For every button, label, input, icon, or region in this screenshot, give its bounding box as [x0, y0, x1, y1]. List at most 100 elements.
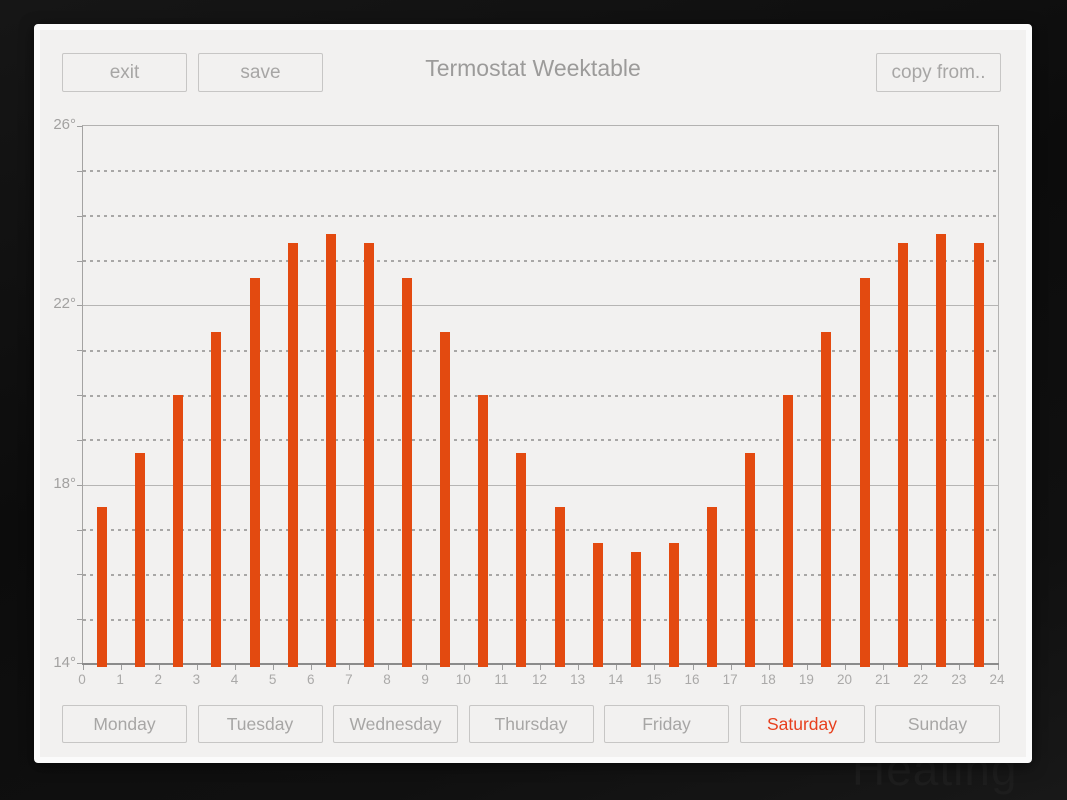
temperature-bar-hour-5[interactable]	[287, 242, 298, 667]
day-button-tuesday[interactable]: Tuesday	[197, 705, 323, 743]
temperature-bar-hour-11[interactable]	[516, 453, 527, 667]
x-axis-tick	[845, 665, 846, 670]
x-axis-tick	[654, 665, 656, 670]
temperature-bar-hour-18[interactable]	[783, 395, 794, 667]
x-axis-tick	[959, 665, 961, 670]
x-axis-label-22: 22	[913, 672, 929, 687]
temperature-bar-hour-16[interactable]	[707, 507, 718, 667]
x-axis-tick	[273, 665, 275, 670]
temperature-bar-hour-20[interactable]	[859, 278, 870, 667]
temperature-bar-hour-12[interactable]	[554, 507, 565, 667]
save-button[interactable]: save	[198, 53, 323, 92]
temperature-bar-hour-7[interactable]	[363, 242, 374, 667]
x-axis-label-10: 10	[455, 672, 471, 687]
day-selector: Monday Tuesday Wednesday Thursday Friday Satu…	[62, 705, 1000, 743]
temperature-bar-hour-1[interactable]	[135, 453, 146, 667]
y-axis-tick	[77, 126, 82, 127]
gridline-dashed-24	[83, 215, 998, 218]
y-axis-tick	[77, 395, 82, 396]
x-axis-label-23: 23	[951, 672, 967, 687]
gridline-dashed-23	[83, 260, 998, 262]
x-axis-label-4: 4	[230, 672, 239, 687]
x-axis-label-6: 6	[306, 672, 315, 687]
x-axis-label-24: 24	[989, 672, 1005, 687]
copy-from-button[interactable]: copy from..	[876, 53, 1001, 92]
temperature-bar-hour-2[interactable]	[173, 395, 184, 667]
y-axis-tick	[77, 170, 82, 172]
x-axis-tick	[425, 665, 427, 670]
x-axis-tick	[540, 665, 541, 670]
temperature-bar-hour-6[interactable]	[325, 233, 336, 667]
y-axis-tick	[77, 305, 82, 307]
day-button-friday[interactable]: Friday	[604, 705, 729, 743]
x-axis-label-20: 20	[836, 672, 853, 687]
x-axis-label-1: 1	[116, 672, 124, 687]
x-axis-tick	[768, 665, 770, 670]
x-axis-label-15: 15	[646, 672, 662, 687]
exit-button[interactable]: exit	[62, 53, 187, 92]
temperature-bar-hour-4[interactable]	[249, 278, 260, 667]
temperature-bar-hour-15[interactable]	[668, 542, 679, 667]
x-axis-label-19: 19	[798, 672, 814, 687]
x-axis-tick	[311, 665, 313, 670]
x-axis-tick	[349, 665, 351, 670]
y-axis-tick	[77, 574, 82, 576]
x-axis-label-18: 18	[760, 672, 776, 687]
x-axis-label-3: 3	[192, 672, 201, 687]
y-axis-tick	[77, 260, 82, 262]
temperature-bar-hour-23[interactable]	[973, 242, 984, 667]
x-axis-label-2: 2	[154, 672, 162, 687]
x-axis-tick	[730, 665, 732, 670]
y-axis-tick	[77, 663, 82, 664]
gridline-dashed-25	[83, 170, 998, 173]
temperature-bar-hour-13[interactable]	[592, 542, 603, 667]
y-axis-tick	[77, 529, 82, 531]
x-axis-tick	[883, 665, 885, 670]
x-axis-tick	[158, 665, 160, 670]
temperature-bar-hour-10[interactable]	[478, 395, 489, 667]
temperature-bar-hour-8[interactable]	[402, 278, 413, 667]
temperature-bar-hour-19[interactable]	[821, 332, 832, 667]
temperature-bar-hour-21[interactable]	[897, 242, 908, 667]
day-button-thursday[interactable]: Thursday	[468, 705, 594, 743]
temperature-bar-hour-3[interactable]	[211, 332, 222, 667]
x-axis-label-11: 11	[494, 672, 509, 687]
y-axis-tick	[77, 350, 82, 352]
temperature-bar-hour-0[interactable]	[97, 507, 108, 667]
x-axis-label-8: 8	[383, 672, 391, 687]
x-axis-label-13: 13	[570, 672, 586, 687]
y-axis-label-18: 18°	[53, 474, 76, 492]
page-title: Termostat Weektable	[425, 55, 641, 81]
temperature-bar-hour-22[interactable]	[935, 233, 946, 667]
x-axis-tick	[692, 665, 694, 670]
gridline-dashed-15	[83, 618, 998, 621]
chart-plot-area[interactable]	[77, 125, 999, 670]
x-axis-label-7: 7	[345, 672, 353, 687]
temperature-bar-hour-14[interactable]	[630, 551, 641, 667]
gridline-solid-22	[83, 305, 998, 307]
temperature-bar-hour-17[interactable]	[745, 453, 756, 667]
y-axis-tick	[77, 619, 82, 621]
y-axis-label-26: 26°	[53, 116, 76, 133]
day-button-wednesday[interactable]: Wednesday	[333, 705, 458, 743]
x-axis-line	[82, 663, 999, 665]
x-axis-tick	[578, 665, 580, 670]
y-axis-label-14: 14°	[53, 654, 76, 671]
day-button-saturday[interactable]: Saturday	[739, 705, 865, 743]
day-button-monday[interactable]: Monday	[62, 705, 187, 743]
x-axis-tick	[120, 665, 122, 670]
x-axis-tick	[463, 665, 465, 670]
x-axis-label-12: 12	[531, 672, 548, 687]
gridline-dashed-19	[83, 439, 998, 442]
x-axis-tick	[806, 665, 808, 670]
y-axis-tick	[77, 484, 82, 486]
day-button-sunday[interactable]: Sunday	[875, 705, 1000, 743]
x-axis-tick	[235, 665, 236, 670]
y-axis-label-22: 22°	[53, 295, 76, 313]
temperature-bar-hour-9[interactable]	[440, 332, 451, 667]
y-axis-tick	[77, 215, 82, 217]
gridline-solid-18	[83, 484, 998, 486]
x-axis-tick	[616, 665, 618, 670]
gridline-dashed-20	[83, 394, 998, 397]
x-axis-tick	[501, 665, 503, 670]
